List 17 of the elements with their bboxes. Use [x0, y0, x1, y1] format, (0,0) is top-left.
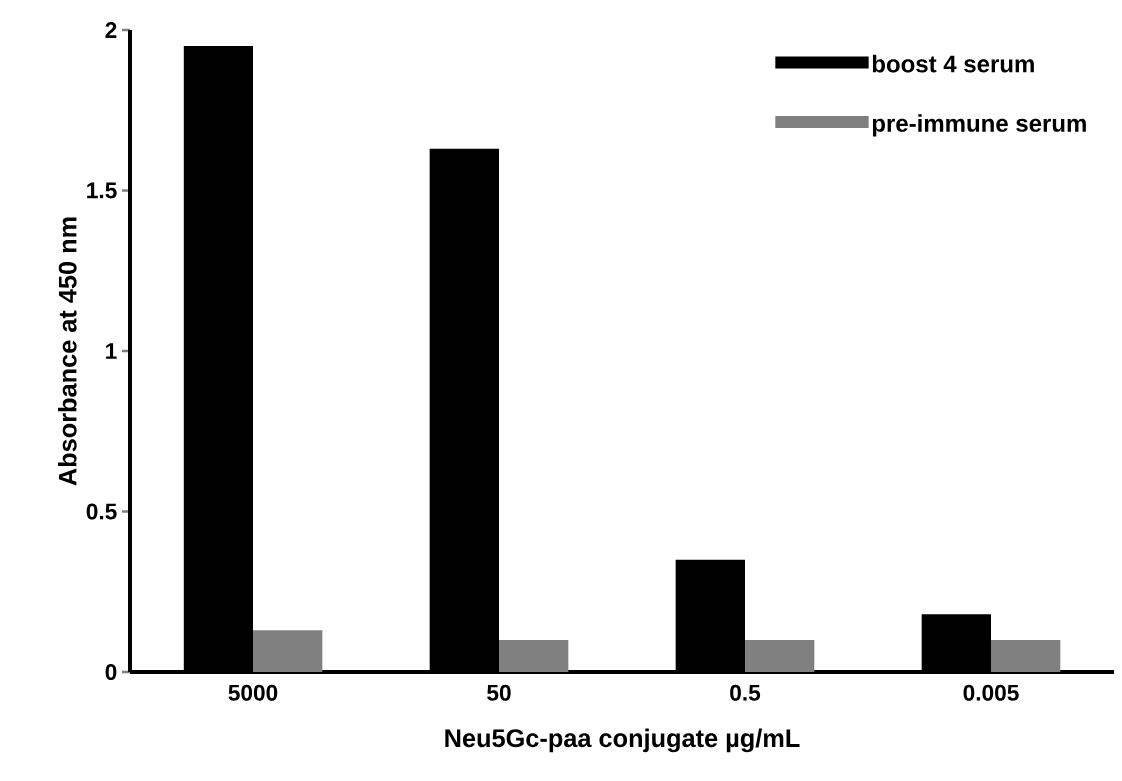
y-tick-label: 0.5 [86, 503, 117, 520]
x-axis-title: Neu5Gc-paa conjugate µg/mL [445, 728, 800, 753]
y-tick-label: 0 [105, 663, 117, 681]
x-tick-label: 0.5 [730, 684, 761, 701]
bar [990, 639, 1061, 672]
legend-label: pre-immune serum [872, 114, 1086, 137]
x-tick-label: 0.005 [963, 684, 1019, 701]
y-tick-label: 2 [105, 22, 117, 38]
bar [745, 639, 815, 672]
legend-label: boost 4 serum [872, 54, 1034, 73]
x-tick-label: 5000 [228, 684, 278, 701]
y-axis-title: Absorbance at 450 nm [58, 217, 77, 486]
y-tick-label: 1.5 [87, 182, 117, 199]
bar [253, 630, 323, 672]
bar [499, 639, 569, 672]
y-tick-label: 1 [106, 343, 117, 359]
x-tick-label: 50 [487, 684, 511, 701]
